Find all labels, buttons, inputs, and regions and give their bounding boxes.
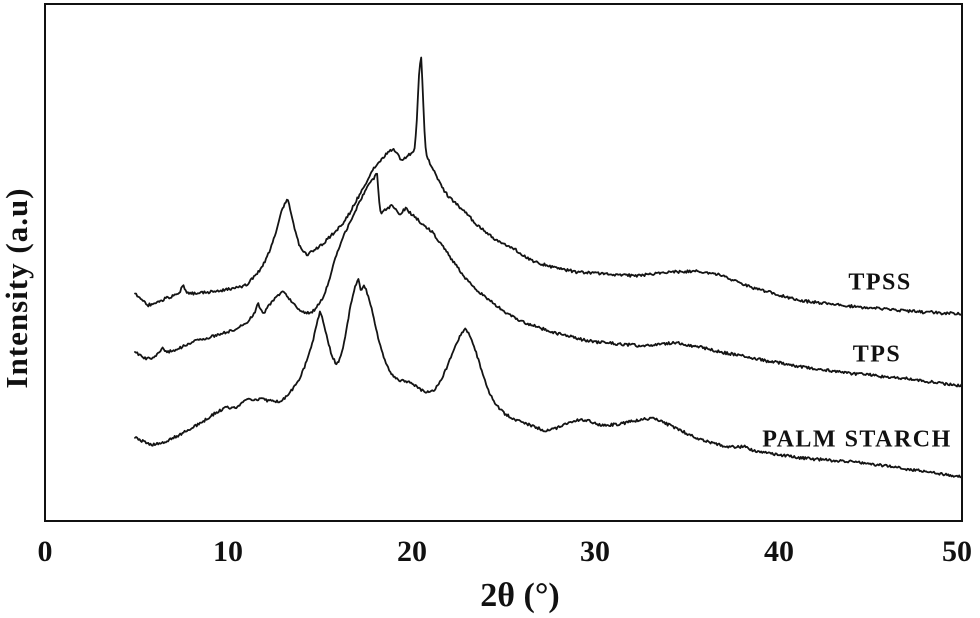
series-label-palm-starch: PALM STARCH bbox=[762, 426, 952, 453]
curve-tps bbox=[134, 172, 963, 388]
x-tick-label-0: 0 bbox=[37, 535, 53, 568]
x-tick-label-50: 50 bbox=[942, 535, 972, 568]
series-label-tps: TPS bbox=[852, 341, 902, 368]
x-tick-label-20: 20 bbox=[397, 535, 427, 568]
x-tick-label-30: 30 bbox=[580, 535, 610, 568]
y-axis-title: Intensity (a.u) bbox=[0, 187, 34, 389]
x-tick-label-10: 10 bbox=[213, 535, 243, 568]
x-axis-title: 2θ (°) bbox=[480, 577, 560, 614]
curve-palm-starch bbox=[134, 278, 963, 479]
plot-frame bbox=[44, 3, 963, 522]
curve-tpss bbox=[134, 56, 963, 316]
series-label-tpss: TPSS bbox=[848, 269, 912, 296]
x-tick-label-40: 40 bbox=[764, 535, 794, 568]
